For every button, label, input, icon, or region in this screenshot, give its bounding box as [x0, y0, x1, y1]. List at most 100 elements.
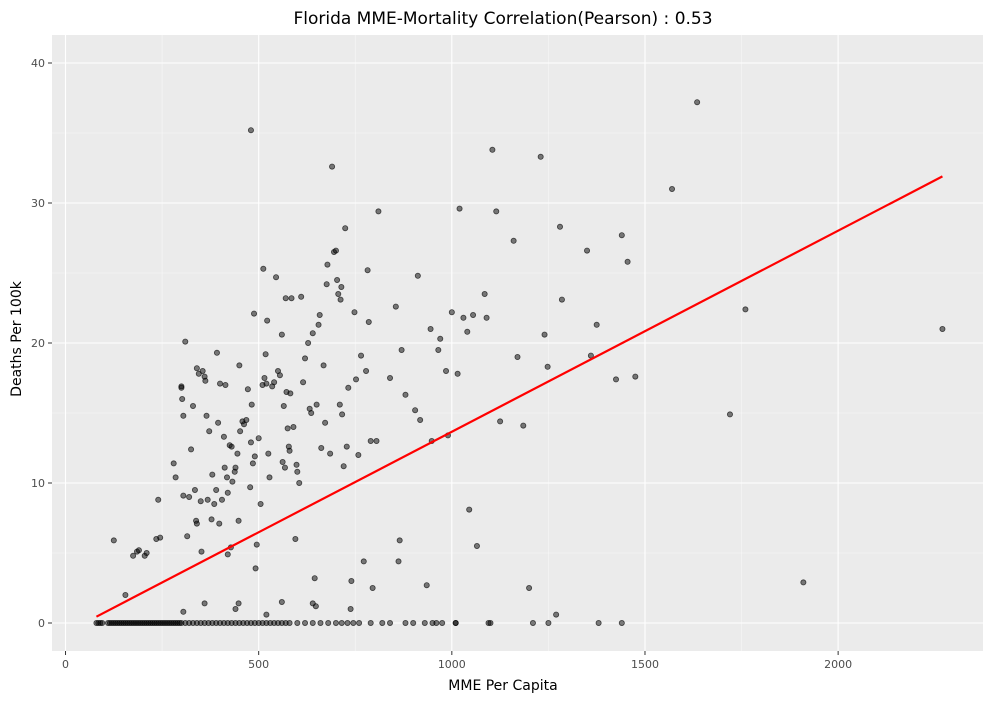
data-point [255, 435, 262, 442]
data-point [292, 536, 299, 543]
x-tick-label: 1000 [438, 658, 466, 671]
data-point [260, 265, 267, 272]
data-point [347, 606, 354, 613]
data-point [325, 620, 332, 627]
data-point [379, 620, 386, 627]
data-point [323, 281, 330, 288]
data-points [93, 99, 946, 627]
chart-title: Florida MME-Mortality Correlation(Pearso… [293, 9, 712, 29]
data-point [249, 460, 256, 467]
data-point [280, 402, 287, 409]
data-point [464, 328, 471, 335]
axis-ticks: 0 500 1000 1500 2000 0 10 20 30 40 [31, 57, 852, 671]
data-point [286, 447, 293, 454]
data-point [337, 296, 344, 303]
data-point [402, 391, 409, 398]
data-point [251, 453, 258, 460]
data-point [443, 367, 450, 374]
data-point [191, 486, 198, 493]
data-point [218, 496, 225, 503]
data-point [257, 500, 264, 507]
data-point [593, 321, 600, 328]
data-point [188, 446, 195, 453]
data-point [247, 484, 254, 491]
data-point [395, 558, 402, 565]
data-point [497, 418, 504, 425]
grid-major [52, 35, 983, 651]
data-point [286, 620, 293, 627]
data-point [296, 479, 303, 486]
data-point [261, 374, 268, 381]
data-point [396, 537, 403, 544]
data-point [211, 500, 218, 507]
data-point [356, 620, 363, 627]
data-point [327, 450, 334, 457]
data-point [537, 153, 544, 160]
data-point [632, 373, 639, 380]
data-point [387, 620, 394, 627]
data-point [198, 548, 205, 555]
y-tick-label: 10 [31, 477, 45, 490]
data-point [298, 293, 305, 300]
data-point [493, 208, 500, 215]
data-point [130, 552, 137, 559]
data-point [281, 464, 288, 471]
data-point [343, 443, 350, 450]
data-point [290, 423, 297, 430]
data-point [373, 437, 380, 444]
data-point [206, 428, 213, 435]
data-point [439, 620, 446, 627]
data-point [433, 620, 440, 627]
data-point [414, 272, 421, 279]
data-point [726, 411, 733, 418]
y-tick-label: 20 [31, 337, 45, 350]
data-point [553, 611, 560, 618]
data-point [448, 309, 455, 316]
data-point [170, 460, 177, 467]
data-point [320, 362, 327, 369]
data-point [284, 425, 291, 432]
data-point [262, 351, 269, 358]
data-point [276, 372, 283, 379]
data-point [335, 290, 342, 297]
data-point [489, 146, 496, 153]
data-point [365, 318, 372, 325]
data-point [358, 352, 365, 359]
data-point [199, 367, 206, 374]
data-point [184, 533, 191, 540]
data-point [545, 620, 552, 627]
y-tick-label: 30 [31, 197, 45, 210]
data-point [213, 349, 220, 356]
data-point [313, 401, 320, 408]
data-point [329, 163, 336, 170]
data-point [367, 620, 374, 627]
data-point [529, 620, 536, 627]
data-point [318, 444, 325, 451]
data-point [182, 338, 189, 345]
data-point [201, 600, 208, 607]
data-point [300, 379, 307, 386]
x-tick-label: 2000 [824, 658, 852, 671]
data-point [203, 412, 210, 419]
data-point [344, 620, 351, 627]
data-point [229, 478, 236, 485]
data-point [466, 506, 473, 513]
data-point [613, 376, 620, 383]
data-point [353, 376, 360, 383]
data-point [221, 464, 228, 471]
data-point [315, 321, 322, 328]
data-point [110, 537, 117, 544]
data-point [541, 331, 548, 338]
data-point [311, 575, 318, 582]
data-point [317, 620, 324, 627]
data-point [410, 620, 417, 627]
data-point [190, 402, 197, 409]
data-point [278, 599, 285, 606]
data-point [224, 489, 231, 496]
data-point [273, 274, 280, 281]
data-point [473, 543, 480, 550]
data-point [312, 603, 319, 610]
data-point [355, 451, 362, 458]
data-point [216, 520, 223, 527]
